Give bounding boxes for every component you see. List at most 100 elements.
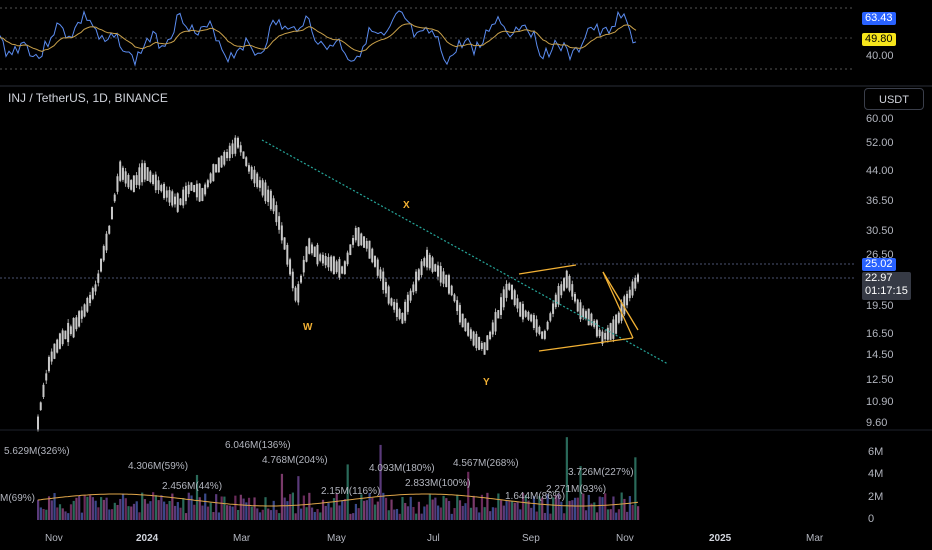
candle-body — [195, 183, 198, 198]
volume-bar — [283, 497, 286, 520]
candle-body — [631, 281, 634, 296]
candle-body — [357, 227, 360, 247]
volume-bar — [297, 476, 300, 520]
volume-bar — [546, 494, 549, 520]
candle-body — [275, 205, 278, 223]
candle-body — [360, 233, 363, 246]
candle-body — [491, 322, 494, 335]
volume-bar — [78, 495, 81, 520]
volume-bar — [206, 506, 210, 520]
volume-bar — [300, 508, 303, 520]
volume-bar — [376, 501, 379, 520]
volume-bar — [612, 496, 615, 520]
candles — [37, 135, 639, 432]
volume-bar — [75, 497, 78, 520]
candle-body — [494, 312, 497, 332]
volume-bar — [472, 495, 475, 520]
volume-bar — [447, 500, 451, 520]
volume-bar — [360, 494, 363, 520]
candle-body — [634, 277, 637, 289]
volume-bar — [335, 493, 338, 520]
volume-bar — [538, 496, 541, 520]
candle-body — [124, 171, 127, 184]
candle-body — [535, 319, 538, 333]
volume-bar — [223, 496, 226, 520]
candle-body — [67, 322, 70, 343]
volume-bar — [119, 498, 122, 520]
candle-body — [212, 164, 215, 182]
volume-bar — [187, 492, 190, 520]
volume-bar — [434, 497, 437, 520]
currency-button[interactable]: USDT — [864, 88, 924, 110]
candle-body — [264, 182, 267, 202]
candle-body — [338, 259, 341, 278]
volume-bar — [332, 498, 336, 520]
volume-label: 3.726M(227%) — [568, 467, 634, 478]
candle-body — [439, 265, 442, 283]
candle-body — [250, 166, 253, 180]
wave-label-y: Y — [483, 377, 490, 388]
candle-body — [330, 256, 333, 271]
volume-bar — [61, 508, 64, 520]
wave-label-x: X — [403, 200, 410, 211]
volume-label: 2.271M(93%) — [546, 484, 607, 495]
candle-body — [415, 271, 418, 292]
candle-body — [437, 265, 439, 277]
volume-bar — [513, 502, 516, 520]
volume-bar — [154, 495, 158, 520]
candle-body — [58, 333, 61, 349]
candle-body — [141, 163, 144, 183]
candle-body — [217, 157, 220, 173]
descending-trendline[interactable] — [261, 139, 669, 365]
volume-bar — [97, 507, 100, 520]
candle-body — [637, 274, 639, 282]
volume-bar — [623, 498, 626, 520]
volume-bar — [308, 492, 311, 520]
volume-bar — [91, 497, 94, 520]
volume-bar — [609, 509, 612, 520]
volume-bar — [113, 502, 116, 520]
candle-body — [598, 329, 601, 337]
volume-bar — [228, 505, 231, 520]
volume-bar — [521, 492, 525, 520]
candle-body — [579, 302, 582, 320]
candle-body — [239, 145, 242, 153]
volume-bar — [595, 512, 599, 520]
volume-bar — [494, 507, 497, 520]
candle-body — [505, 283, 508, 298]
triangle-pattern[interactable] — [518, 264, 639, 352]
volume-bar — [253, 497, 256, 520]
volume-bar — [464, 503, 467, 520]
volume-bar — [363, 500, 366, 520]
volume-bar — [626, 511, 629, 520]
price-axis-label: 19.50 — [866, 300, 894, 312]
volume-bar — [220, 496, 223, 520]
volume-bar — [458, 500, 462, 520]
candle-body — [530, 314, 533, 322]
volume-bar — [505, 500, 508, 520]
volume-bar — [72, 500, 75, 520]
time-axis-label: 2024 — [136, 533, 159, 544]
candle-body — [226, 152, 229, 159]
volume-bar — [121, 493, 125, 520]
time-axis-label: Nov — [45, 533, 63, 544]
volume-bar — [53, 493, 56, 520]
candle-body — [423, 258, 426, 266]
candle-body — [480, 342, 483, 349]
candle-body — [283, 237, 286, 250]
volume-bar — [302, 495, 305, 520]
candle-body — [116, 176, 119, 192]
candle-body — [165, 190, 168, 198]
candle-body — [563, 278, 566, 291]
volume-bar — [590, 503, 593, 520]
volume-bar — [204, 493, 207, 520]
volume-bar — [50, 500, 53, 520]
volume-bar — [423, 506, 426, 520]
candle-body — [475, 333, 478, 349]
volume-bar — [390, 499, 393, 520]
price-axis-label: 36.50 — [866, 195, 894, 207]
volume-axis-label: 2M — [868, 491, 884, 503]
volume-bar — [310, 507, 314, 520]
volume-bar — [105, 497, 108, 520]
